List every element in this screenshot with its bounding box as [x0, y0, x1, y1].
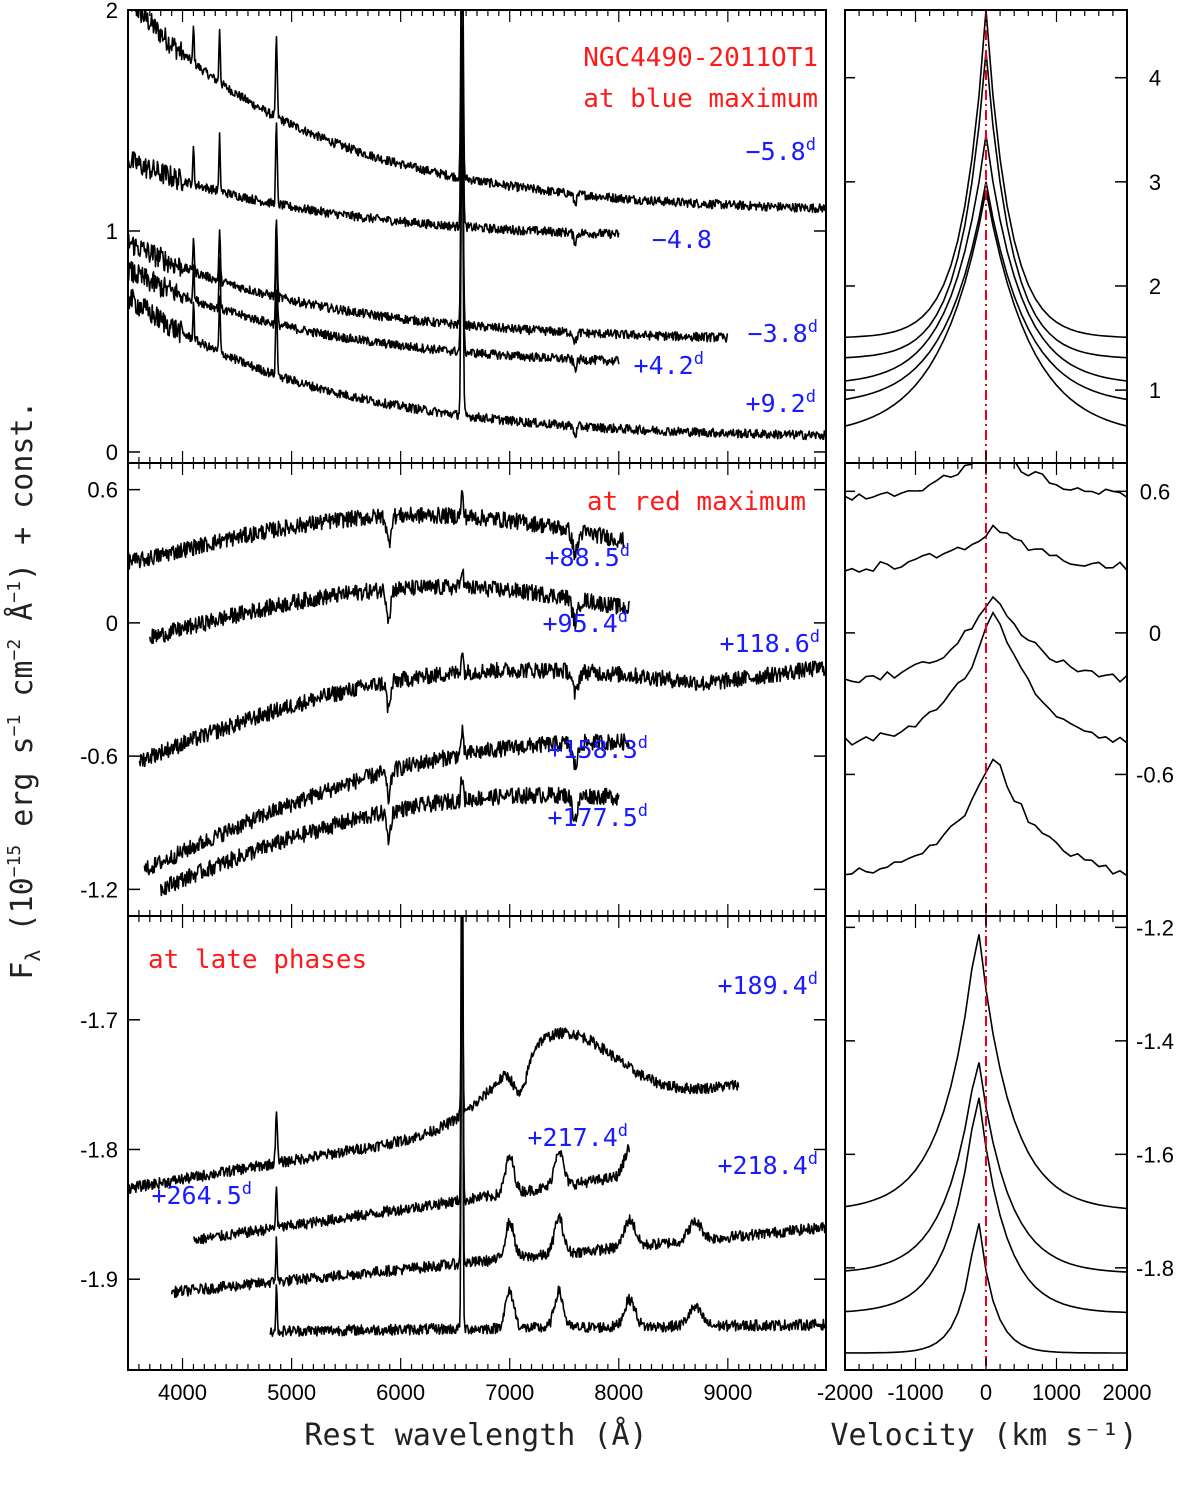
vel-y-tick-label: 1	[1149, 378, 1161, 403]
spectrum-red-maximum-2	[138, 652, 826, 768]
spectra-group-blue-maximum	[128, 10, 826, 441]
velocity-profile-red-maximum-1	[845, 524, 1127, 573]
vel-x-tick-label: 0	[980, 1380, 992, 1405]
spectra-layer	[128, 10, 826, 1338]
phase-label: +9.2d	[746, 387, 816, 418]
vel-y-tick-label: 4	[1149, 66, 1161, 91]
spectrum-red-maximum-0	[128, 489, 625, 570]
vel-y-tick-label: 3	[1149, 170, 1161, 195]
blue-maximum-label: at blue maximum	[583, 84, 818, 114]
vel-y-tick-label: 0.6	[1140, 479, 1171, 504]
phase-label: −5.8d	[746, 135, 816, 166]
x-tick-label: 5000	[267, 1380, 316, 1405]
y-tick-label: 0.6	[87, 478, 118, 503]
velocity-profile-red-maximum-0	[845, 463, 1127, 501]
red-maximum-label: at red maximum	[587, 487, 806, 517]
spectrum-panel-frame-red-maximum	[127, 462, 827, 917]
phase-label: +118.6d	[719, 627, 820, 658]
y-axis-title: Fλ (10−15 erg s−1 cm−2 Å−1) + const.	[4, 400, 45, 979]
vel-x-tick-label: 2000	[1103, 1380, 1152, 1405]
velocity-profiles-layer	[845, 10, 1127, 1370]
vel-y-tick-label: -1.4	[1136, 1029, 1174, 1054]
velocity-profile-blue-maximum-0	[845, 10, 1127, 339]
x-axis-title: Rest wavelength (Å)	[304, 1417, 647, 1453]
velocity-group-red-maximum	[845, 463, 1127, 916]
x-tick-label: 8000	[594, 1380, 643, 1405]
x-tick-label: 7000	[485, 1380, 534, 1405]
vel-x-tick-label: -2000	[817, 1380, 873, 1405]
velocity-group-blue-maximum	[845, 10, 1127, 463]
velocity-profile-late-phases-2	[845, 1097, 1127, 1314]
spectrum-late-phases-1	[192, 916, 631, 1245]
phase-label: +95.4d	[542, 607, 628, 638]
y-tick-label: -1.8	[80, 1137, 118, 1162]
object-name-label: NGC4490-2011OT1	[583, 43, 818, 73]
late-phases-label: at late phases	[148, 945, 367, 975]
spectra-group-red-maximum	[128, 489, 826, 897]
spectrum-red-maximum-4	[159, 776, 620, 897]
phase-label: +177.5d	[547, 801, 648, 832]
phase-label: −4.8	[652, 225, 712, 254]
spectrum-blue-maximum-2	[128, 26, 729, 345]
vel-y-tick-label: -1.6	[1136, 1142, 1174, 1167]
phase-label: +88.5d	[544, 541, 630, 572]
spectrum-blue-maximum-4	[128, 112, 826, 441]
velocity-profile-late-phases-1	[845, 1062, 1127, 1273]
spectrum-blue-maximum-1	[128, 10, 620, 247]
spectrum-late-phases-0	[128, 963, 740, 1195]
phase-label: +4.2d	[634, 349, 704, 380]
spectrum-red-maximum-1	[149, 568, 631, 645]
spectrum-blue-maximum-3	[128, 47, 620, 373]
vel-y-tick-label: -1.2	[1136, 915, 1174, 940]
vel-y-tick-label: -1.8	[1136, 1256, 1174, 1281]
spectra-group-late-phases	[128, 916, 826, 1338]
y-tick-label: 0	[106, 611, 118, 636]
velocity-group-late-phases	[845, 916, 1127, 1370]
phase-label: +264.5d	[151, 1179, 252, 1210]
axes-layer	[127, 9, 1128, 1371]
vel-y-tick-label: -0.6	[1136, 762, 1174, 787]
spectrum-late-phases-3	[269, 916, 826, 1338]
y-tick-label: -1.2	[80, 877, 118, 902]
velocity-profile-blue-maximum-3	[845, 181, 1127, 401]
phase-label: +218.4d	[717, 1149, 818, 1180]
vel-y-tick-label: 0	[1149, 621, 1161, 646]
phase-label: −3.8d	[748, 317, 818, 348]
velocity-profile-late-phases-0	[845, 934, 1127, 1210]
spectrum-red-maximum-3	[143, 724, 631, 876]
spectrum-panel-frame-blue-maximum	[127, 9, 827, 464]
spectrum-late-phases-2	[170, 916, 826, 1299]
y-tick-label: -1.7	[80, 1008, 118, 1033]
x-tick-label: 9000	[703, 1380, 752, 1405]
vel-x-tick-label: -1000	[887, 1380, 943, 1405]
x-tick-label: 4000	[158, 1380, 207, 1405]
phase-label: +189.4d	[717, 969, 818, 1000]
vel-x-tick-label: 1000	[1032, 1380, 1081, 1405]
y-tick-label: -1.9	[80, 1267, 118, 1292]
phase-label: +217.4d	[527, 1121, 628, 1152]
annotations-layer: NGC4490-2011OT1 at blue maximum at red m…	[4, 0, 1174, 1453]
phase-label: +158.3d	[547, 733, 648, 764]
vel-y-tick-label: 2	[1149, 274, 1161, 299]
y-tick-label: 2	[106, 0, 118, 23]
x-tick-label: 6000	[376, 1380, 425, 1405]
y-tick-label: 0	[106, 440, 118, 465]
spectrum-blue-maximum-0	[131, 10, 826, 214]
y-tick-label: 1	[106, 219, 118, 244]
y-tick-label: -0.6	[80, 744, 118, 769]
velocity-axis-title: Velocity (km s⁻¹)	[830, 1418, 1137, 1453]
